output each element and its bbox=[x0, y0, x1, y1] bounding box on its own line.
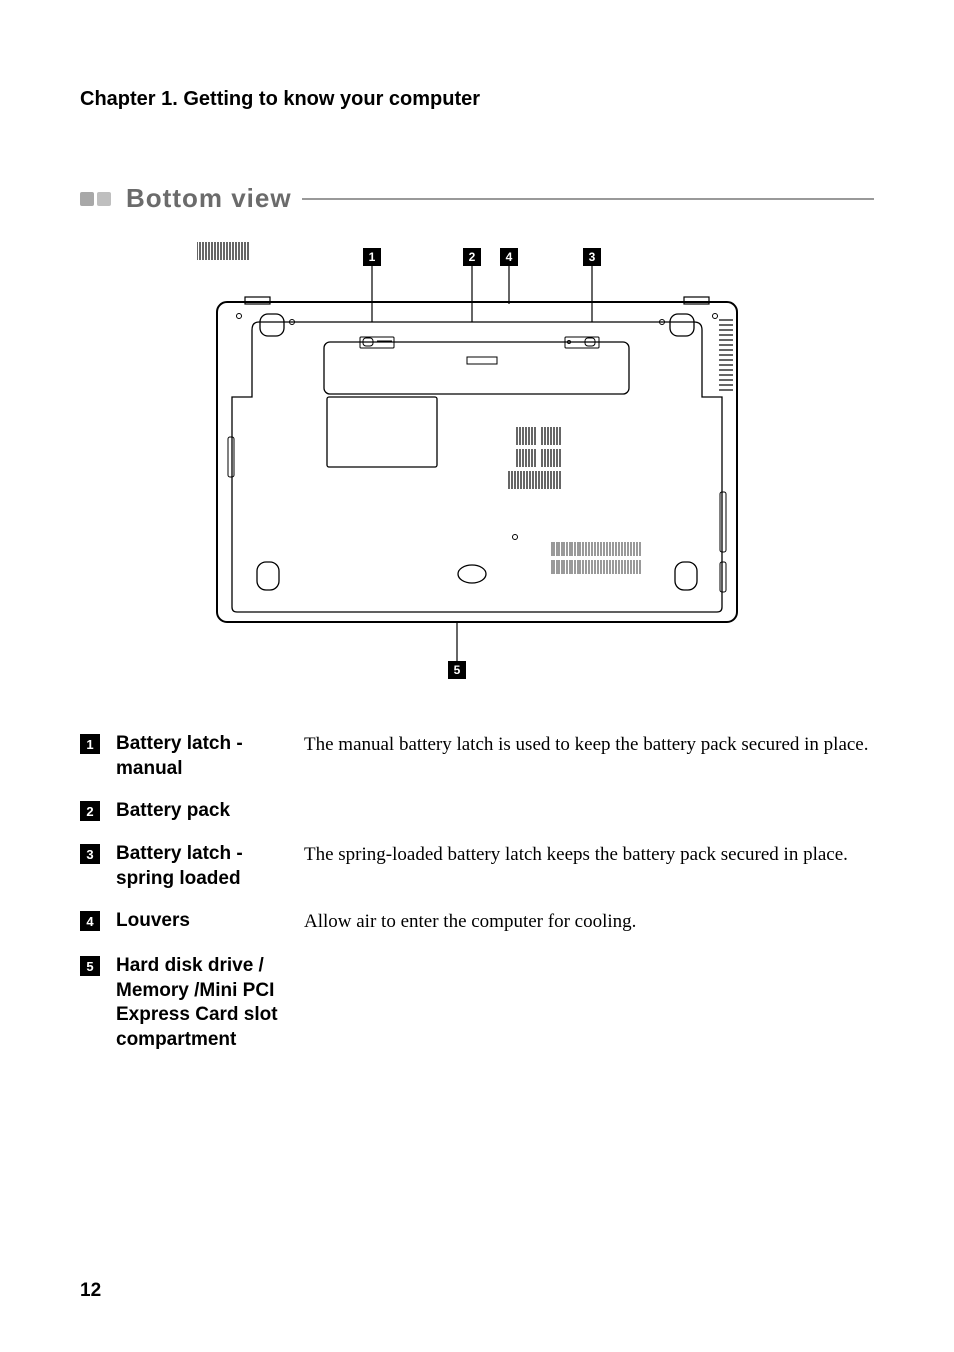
section-heading: Bottom view bbox=[80, 183, 874, 214]
legend-row: 3 Battery latch - spring loaded The spri… bbox=[80, 842, 874, 891]
square-icon bbox=[97, 192, 111, 206]
svg-text:3: 3 bbox=[589, 250, 596, 264]
svg-text:2: 2 bbox=[469, 250, 476, 264]
legend-label: Battery latch - spring loaded bbox=[116, 842, 304, 891]
legend-label: Louvers bbox=[116, 909, 304, 934]
legend-label: Battery latch - manual bbox=[116, 732, 304, 781]
legend-label: Battery pack bbox=[116, 799, 304, 824]
page-number: 12 bbox=[80, 1280, 101, 1302]
legend-num-icon: 5 bbox=[80, 956, 100, 976]
svg-text:1: 1 bbox=[369, 250, 376, 264]
legend-num-icon: 4 bbox=[80, 911, 100, 931]
legend-desc: Allow air to enter the computer for cool… bbox=[304, 909, 874, 936]
legend-num-icon: 1 bbox=[80, 734, 100, 754]
legend-row: 5 Hard disk drive / Memory /Mini PCI Exp… bbox=[80, 954, 874, 1053]
legend-row: 1 Battery latch - manual The manual batt… bbox=[80, 732, 874, 781]
section-divider bbox=[302, 198, 874, 200]
legend: 1 Battery latch - manual The manual batt… bbox=[80, 732, 874, 1053]
diagram-container: 1 2 4 3 5 bbox=[80, 242, 874, 692]
legend-row: 2 Battery pack bbox=[80, 799, 874, 824]
chapter-title: Chapter 1. Getting to know your computer bbox=[80, 88, 874, 111]
square-icon bbox=[80, 192, 94, 206]
svg-text:5: 5 bbox=[454, 663, 461, 677]
legend-label: Hard disk drive / Memory /Mini PCI Expre… bbox=[116, 954, 304, 1053]
bottom-view-diagram: 1 2 4 3 5 bbox=[197, 242, 757, 692]
legend-desc: The spring-loaded battery latch keeps th… bbox=[304, 842, 874, 869]
legend-desc: The manual battery latch is used to keep… bbox=[304, 732, 874, 759]
page: Chapter 1. Getting to know your computer… bbox=[0, 0, 954, 1352]
legend-row: 4 Louvers Allow air to enter the compute… bbox=[80, 909, 874, 936]
svg-text:4: 4 bbox=[506, 250, 513, 264]
legend-num-icon: 2 bbox=[80, 801, 100, 821]
section-bullet-icon bbox=[80, 192, 114, 206]
section-title: Bottom view bbox=[126, 183, 292, 214]
legend-num-icon: 3 bbox=[80, 844, 100, 864]
